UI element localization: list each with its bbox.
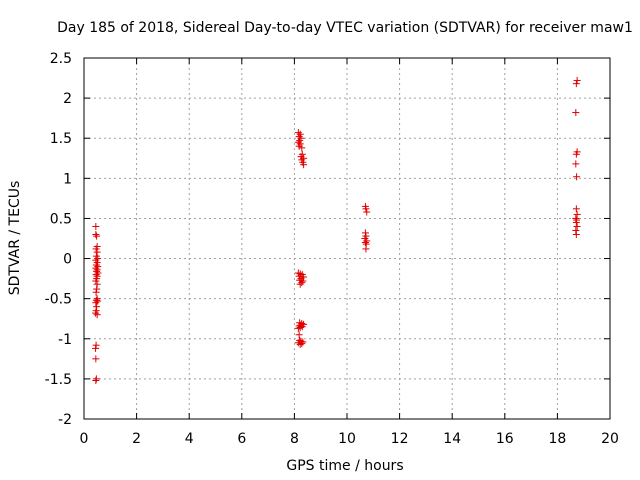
data-point xyxy=(573,210,581,218)
data-point xyxy=(294,324,302,332)
x-tick-label: 12 xyxy=(391,431,409,447)
axis-ticks: 0 2 4 6 8 10 12 14 16 18 20 -2 -1.5 -1 -0.5 0 0.5 1 1.5 2 2.… xyxy=(45,51,619,447)
y-tick-label: 2.5 xyxy=(50,51,72,67)
data-point xyxy=(572,150,580,158)
x-axis-label: GPS time / hours xyxy=(286,458,403,474)
data-point xyxy=(572,218,580,226)
x-tick-label: 18 xyxy=(548,431,566,447)
y-tick-label: -1 xyxy=(58,332,72,348)
data-point xyxy=(92,271,100,279)
grid-lines xyxy=(84,58,610,419)
data-point xyxy=(361,229,369,237)
data-point xyxy=(92,277,100,285)
y-tick-label: 1 xyxy=(63,171,72,187)
data-point xyxy=(362,205,370,213)
data-point xyxy=(93,285,101,293)
data-point xyxy=(363,237,371,245)
data-point xyxy=(572,80,580,88)
y-tick-label: -0.5 xyxy=(45,292,72,308)
data-point xyxy=(93,303,101,311)
data-point xyxy=(93,266,101,274)
y-tick-label: -2 xyxy=(58,412,72,428)
data-point xyxy=(92,288,100,296)
data-point xyxy=(573,173,581,181)
data-point xyxy=(572,109,580,117)
data-point xyxy=(92,376,100,384)
data-point xyxy=(572,230,580,238)
data-point xyxy=(92,375,100,383)
data-point xyxy=(92,309,100,317)
y-tick-label: 1.5 xyxy=(50,131,72,147)
data-point xyxy=(93,232,101,240)
data-point xyxy=(296,340,304,348)
data-point xyxy=(296,137,304,145)
x-tick-label: 14 xyxy=(443,431,461,447)
data-point xyxy=(94,263,102,271)
x-tick-label: 0 xyxy=(80,431,89,447)
chart-title: Day 185 of 2018, Sidereal Day-to-day VTE… xyxy=(57,20,633,36)
data-point xyxy=(93,311,101,319)
data-point xyxy=(573,76,581,84)
data-point xyxy=(362,245,370,253)
data-point xyxy=(361,239,369,247)
x-tick-label: 16 xyxy=(496,431,514,447)
data-point xyxy=(92,355,100,363)
data-point xyxy=(295,331,303,339)
data-point xyxy=(92,344,100,352)
y-tick-label: 0.5 xyxy=(50,211,72,227)
data-point xyxy=(572,160,580,168)
y-axis-label: SDTVAR / TECUs xyxy=(7,181,23,296)
data-point xyxy=(92,245,100,253)
x-tick-label: 6 xyxy=(237,431,246,447)
data-point xyxy=(363,208,371,216)
data-point xyxy=(572,205,580,213)
data-point xyxy=(92,341,100,349)
data-point xyxy=(572,226,580,234)
y-tick-label: 2 xyxy=(63,91,72,107)
data-point xyxy=(300,161,308,169)
data-point xyxy=(296,280,304,288)
data-point xyxy=(93,248,101,256)
data-points xyxy=(92,76,581,384)
data-point xyxy=(298,279,306,287)
data-point xyxy=(298,340,306,348)
data-point xyxy=(92,299,100,307)
x-tick-label: 8 xyxy=(290,431,299,447)
data-point xyxy=(573,222,581,230)
data-point xyxy=(92,264,100,272)
data-point xyxy=(93,280,101,288)
y-tick-label: -1.5 xyxy=(45,372,72,388)
data-point xyxy=(298,144,306,152)
x-tick-label: 10 xyxy=(338,431,356,447)
data-point xyxy=(92,222,100,230)
x-tick-label: 20 xyxy=(601,431,619,447)
data-point xyxy=(92,261,100,269)
data-point xyxy=(572,214,580,222)
data-point xyxy=(93,267,101,275)
data-point xyxy=(92,230,100,238)
x-tick-label: 4 xyxy=(185,431,194,447)
y-tick-label: 0 xyxy=(63,252,72,268)
x-tick-label: 2 xyxy=(132,431,141,447)
